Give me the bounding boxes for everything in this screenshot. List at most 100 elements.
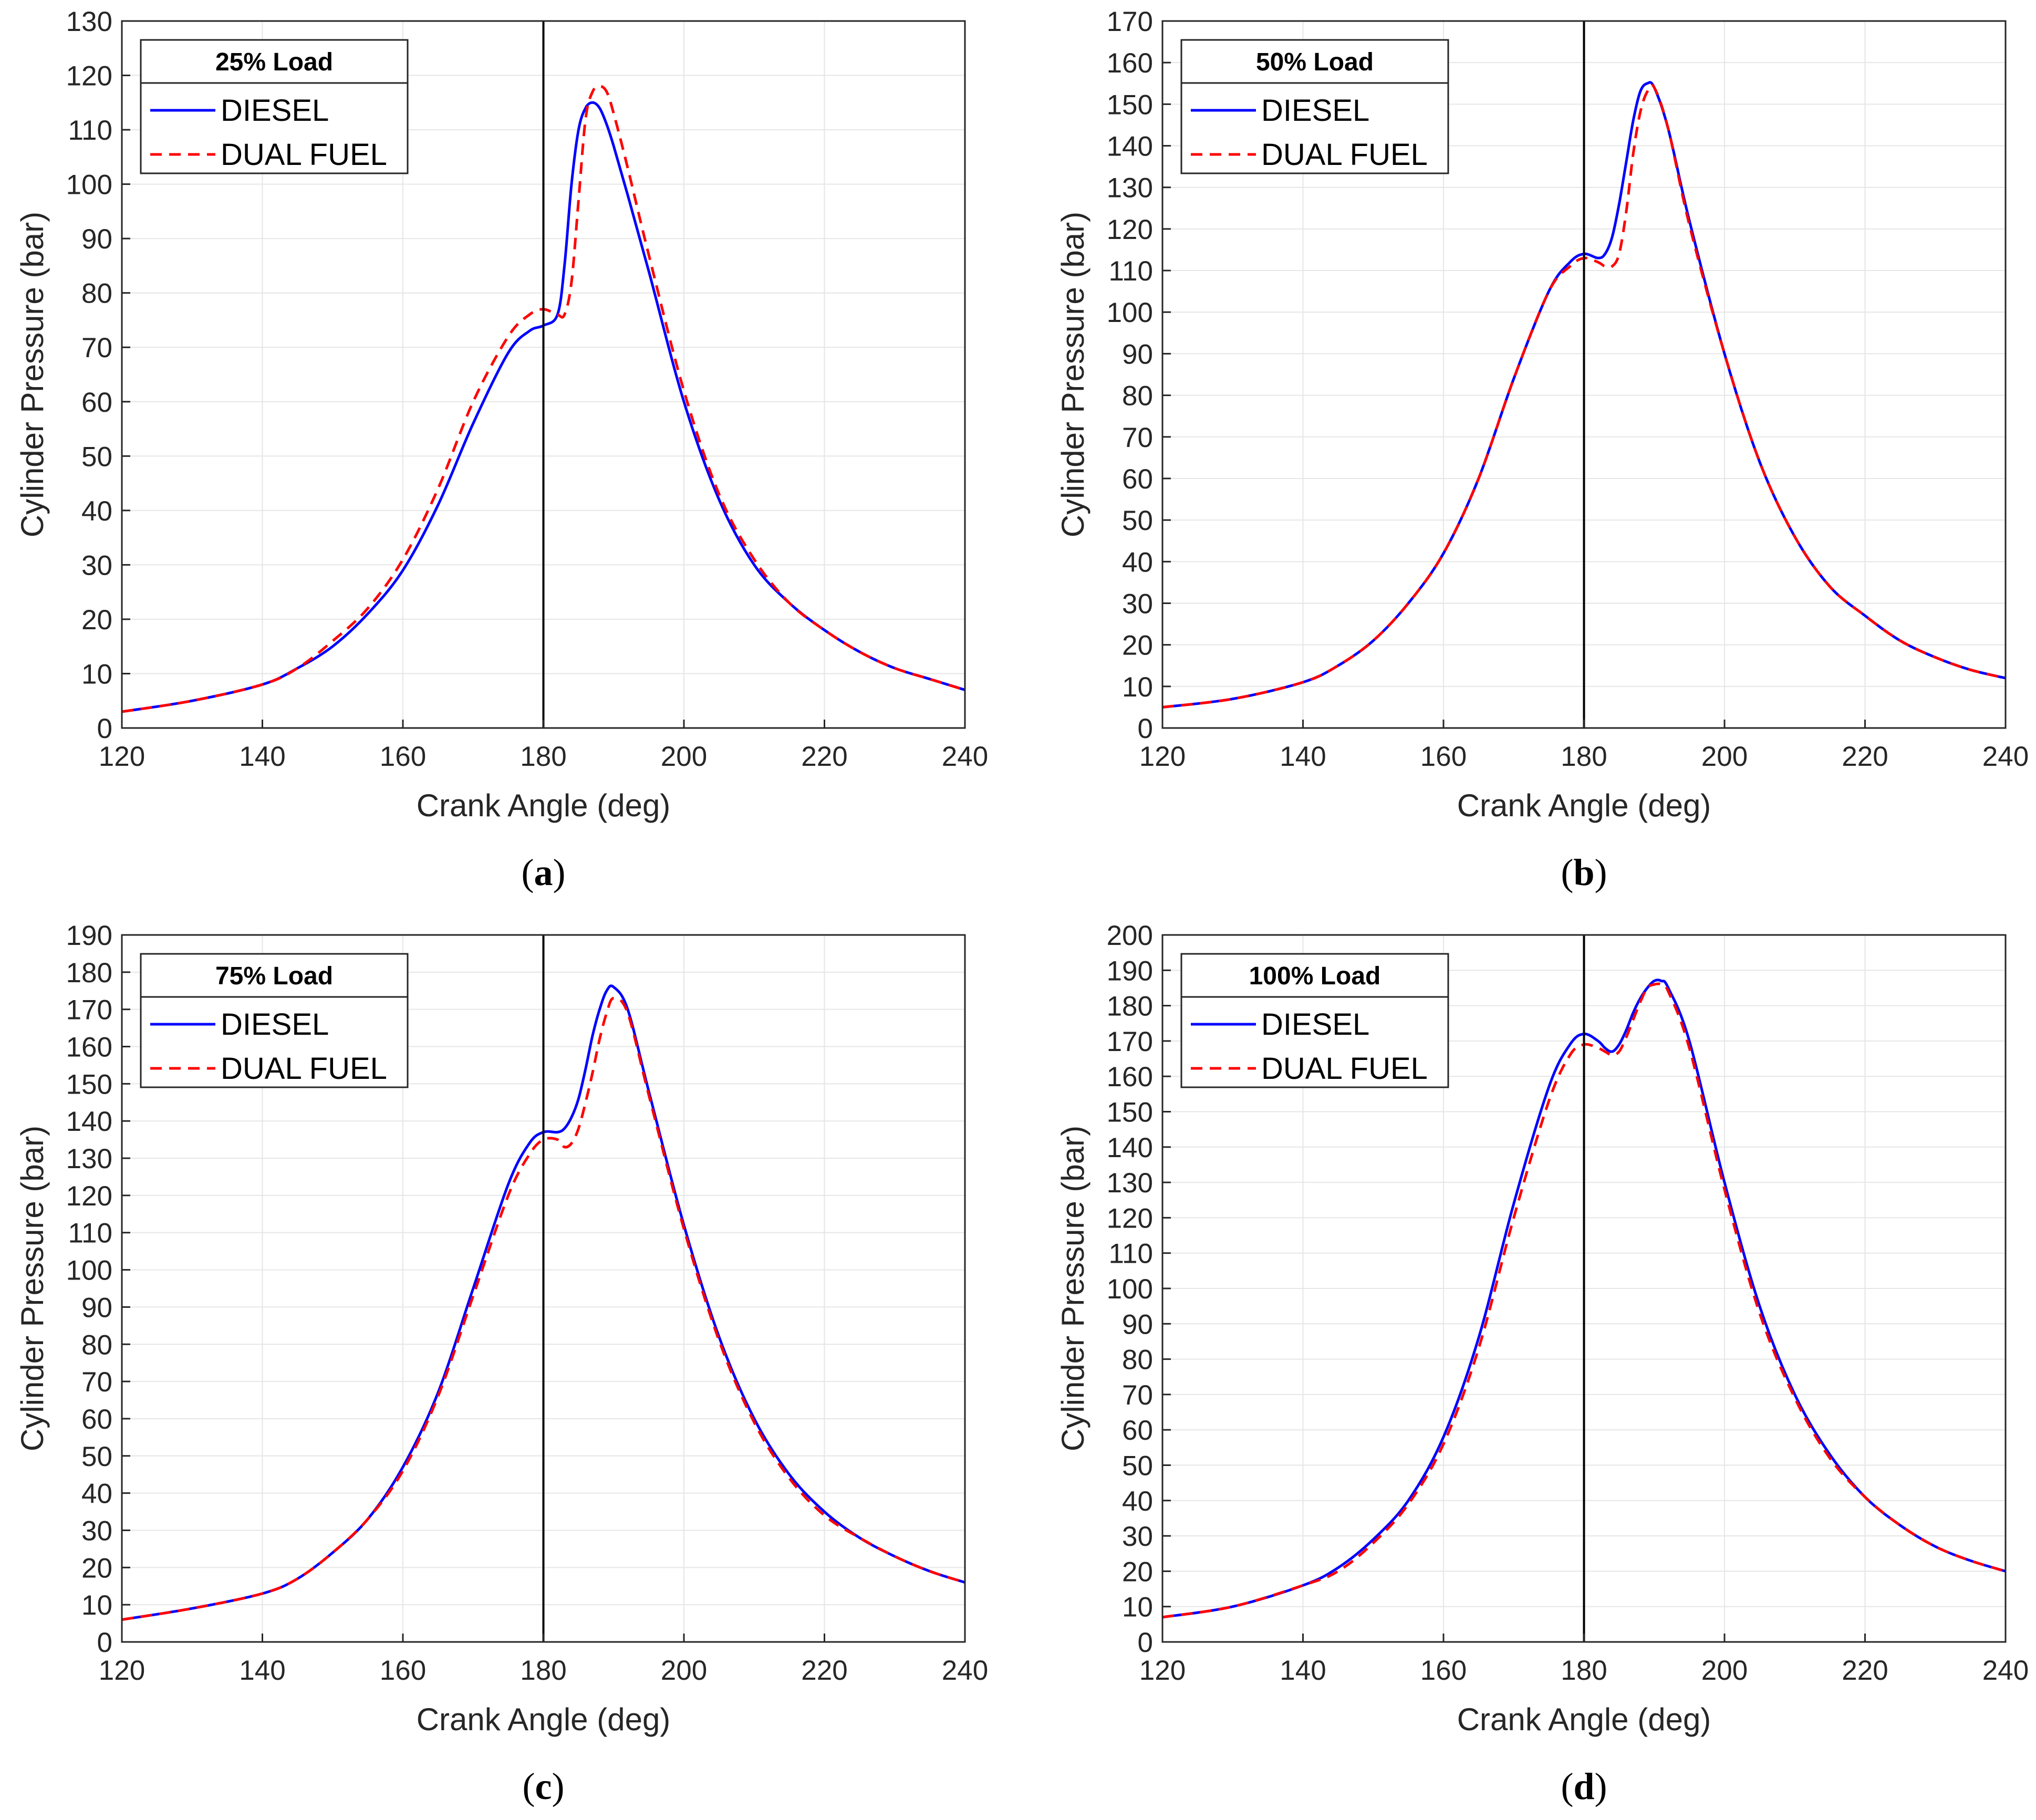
y-axis-title: Cylinder Pressure (bar) bbox=[15, 1126, 50, 1451]
legend: 75% Load DIESEL DUAL FUEL bbox=[140, 953, 409, 1088]
y-tick-label: 140 bbox=[1107, 1132, 1153, 1163]
sub-caption: (b) bbox=[1561, 851, 1607, 893]
y-tick-label: 140 bbox=[1107, 131, 1153, 162]
legend: 50% Load DIESEL DUAL FUEL bbox=[1180, 39, 1449, 174]
x-tick-label: 140 bbox=[1280, 1655, 1326, 1686]
y-tick-label: 110 bbox=[68, 1218, 113, 1249]
y-axis-ticks: 0 10 20 30 40 50 60 70 80 90 100 110 120 130 140 150 160… bbox=[1107, 920, 1171, 1658]
y-tick-label: 30 bbox=[81, 1515, 112, 1546]
x-tick-label: 240 bbox=[1982, 741, 2029, 772]
y-tick-label: 20 bbox=[81, 1553, 112, 1584]
y-tick-label: 160 bbox=[1107, 1062, 1153, 1093]
y-tick-label: 10 bbox=[81, 1590, 112, 1621]
sub-caption: (c) bbox=[523, 1765, 565, 1807]
y-axis-title: Cylinder Pressure (bar) bbox=[15, 212, 50, 537]
y-tick-label: 170 bbox=[66, 995, 112, 1026]
y-tick-label: 130 bbox=[1107, 1168, 1153, 1199]
x-tick-label: 160 bbox=[380, 1655, 426, 1686]
y-tick-label: 100 bbox=[66, 170, 112, 201]
series-line-dual-fuel bbox=[1162, 982, 2006, 1619]
x-tick-label: 200 bbox=[1701, 741, 1748, 772]
y-axis-ticks: 0 10 20 30 40 50 60 70 80 90 100 110 120 130 140 150 160… bbox=[66, 920, 130, 1658]
y-tick-label: 80 bbox=[1122, 1345, 1153, 1376]
y-tick-label: 130 bbox=[66, 1143, 112, 1174]
y-tick-label: 170 bbox=[1107, 1026, 1153, 1057]
legend-box bbox=[1180, 39, 1449, 174]
y-tick-label: 0 bbox=[1138, 1627, 1153, 1658]
x-axis-ticks: 120 140 160 180 200 220 240 bbox=[99, 720, 988, 772]
y-tick-label: 40 bbox=[1122, 1486, 1153, 1517]
y-tick-label: 50 bbox=[1122, 505, 1153, 536]
y-axis-title: Cylinder Pressure (bar) bbox=[1055, 212, 1090, 537]
y-tick-label: 60 bbox=[1122, 464, 1153, 495]
x-axis-title: Crank Angle (deg) bbox=[1457, 1702, 1711, 1737]
y-tick-label: 160 bbox=[66, 1032, 112, 1063]
y-tick-label: 40 bbox=[81, 1479, 112, 1510]
x-tick-label: 180 bbox=[1561, 1655, 1607, 1686]
series-line-dual-fuel bbox=[122, 996, 965, 1621]
y-tick-label: 160 bbox=[1107, 48, 1153, 79]
x-tick-label: 120 bbox=[1139, 1655, 1186, 1686]
y-tick-label: 70 bbox=[1122, 422, 1153, 453]
y-axis-ticks: 0 10 20 30 40 50 60 70 80 90 100 110 120 130 140 150 160… bbox=[1107, 6, 1171, 744]
y-tick-label: 120 bbox=[66, 61, 112, 92]
series-group bbox=[1162, 979, 2006, 1619]
x-tick-label: 200 bbox=[1701, 1655, 1748, 1686]
y-tick-label: 80 bbox=[1122, 381, 1153, 412]
y-tick-label: 110 bbox=[1109, 256, 1154, 287]
y-tick-label: 150 bbox=[1107, 1097, 1153, 1128]
x-tick-label: 120 bbox=[1139, 741, 1186, 772]
y-tick-label: 40 bbox=[81, 496, 112, 527]
y-tick-label: 0 bbox=[97, 713, 112, 744]
y-tick-label: 110 bbox=[1109, 1239, 1154, 1270]
y-tick-label: 70 bbox=[1122, 1380, 1153, 1411]
x-tick-label: 200 bbox=[661, 741, 707, 772]
y-tick-label: 120 bbox=[1107, 1203, 1153, 1234]
x-tick-label: 240 bbox=[942, 1655, 988, 1686]
y-tick-label: 50 bbox=[81, 1441, 112, 1472]
x-tick-label: 220 bbox=[801, 741, 847, 772]
x-tick-label: 140 bbox=[239, 1655, 285, 1686]
legend-box bbox=[1180, 953, 1449, 1088]
y-tick-label: 90 bbox=[81, 224, 112, 255]
sub-caption: (d) bbox=[1561, 1765, 1607, 1807]
y-tick-label: 50 bbox=[81, 441, 112, 472]
series-line-dual-fuel bbox=[122, 85, 965, 713]
y-tick-label: 200 bbox=[1107, 920, 1153, 951]
y-tick-label: 180 bbox=[66, 958, 112, 989]
x-tick-label: 160 bbox=[1420, 741, 1467, 772]
x-tick-label: 160 bbox=[1420, 1655, 1467, 1686]
series-group bbox=[122, 85, 965, 713]
y-tick-label: 90 bbox=[1122, 339, 1153, 370]
y-tick-label: 20 bbox=[81, 605, 112, 636]
legend-label-diesel: DIESEL bbox=[1261, 93, 1369, 128]
x-tick-label: 200 bbox=[661, 1655, 707, 1686]
y-tick-label: 190 bbox=[66, 920, 112, 951]
y-tick-label: 80 bbox=[81, 1329, 112, 1360]
x-tick-label: 180 bbox=[520, 741, 566, 772]
legend-box bbox=[140, 39, 409, 174]
y-tick-label: 10 bbox=[1122, 1592, 1153, 1623]
legend-label-diesel: DIESEL bbox=[221, 93, 329, 128]
y-tick-label: 150 bbox=[1107, 89, 1153, 120]
x-tick-label: 220 bbox=[1842, 1655, 1888, 1686]
y-tick-label: 70 bbox=[81, 1367, 112, 1398]
x-axis-title: Crank Angle (deg) bbox=[417, 788, 671, 823]
y-tick-label: 50 bbox=[1122, 1451, 1153, 1482]
y-tick-label: 20 bbox=[1122, 630, 1153, 661]
legend-box bbox=[140, 953, 409, 1088]
series-line-diesel bbox=[122, 101, 965, 713]
legend-title: 100% Load bbox=[1249, 962, 1381, 990]
x-tick-label: 180 bbox=[520, 1655, 566, 1686]
y-tick-label: 20 bbox=[1122, 1556, 1153, 1587]
y-tick-label: 130 bbox=[1107, 173, 1153, 204]
y-tick-label: 100 bbox=[1107, 1274, 1153, 1305]
legend: 25% Load DIESEL DUAL FUEL bbox=[140, 39, 409, 174]
y-tick-label: 150 bbox=[66, 1069, 112, 1100]
x-axis-ticks: 120 140 160 180 200 220 240 bbox=[1139, 720, 2029, 772]
legend: 100% Load DIESEL DUAL FUEL bbox=[1180, 953, 1449, 1088]
y-tick-label: 0 bbox=[97, 1627, 112, 1658]
legend-label-dual-fuel: DUAL FUEL bbox=[1261, 138, 1428, 172]
legend-label-dual-fuel: DUAL FUEL bbox=[1261, 1052, 1428, 1086]
